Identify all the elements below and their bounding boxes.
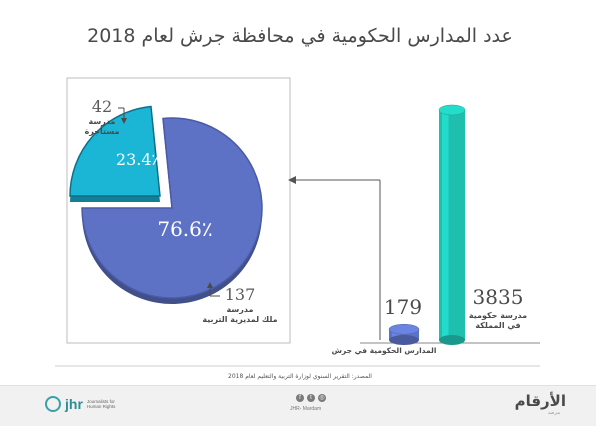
bar-jerash-top <box>388 324 420 335</box>
owned-desc-line1: مدرسة <box>227 305 254 314</box>
pie-pct-owned: 76.6٪ <box>157 217 212 241</box>
pie-pct-rented: 23.4٪ <box>116 150 160 169</box>
rented-count-label: 42 <box>92 97 112 116</box>
bar-jerash-body <box>389 329 419 340</box>
bar-jerash-value: 179 <box>384 295 422 319</box>
rented-desc-line1: مدرسة <box>89 117 116 126</box>
bar-kingdom <box>438 104 466 345</box>
bar-jerash <box>388 324 420 345</box>
jhr-name: jhr <box>65 396 83 412</box>
bar-kingdom-top <box>438 104 466 116</box>
social-handle: JHR- Mardam <box>290 406 322 412</box>
brand-subtitle: مرصد <box>547 410 560 416</box>
bar-kingdom-highlight <box>442 110 449 340</box>
pie-slice-rented <box>69 105 161 197</box>
bar-kingdom-bottom <box>439 335 465 345</box>
facebook-icon[interactable]: f <box>296 394 304 402</box>
brand-logo: الأرقام <box>514 392 566 410</box>
bar-jerash-label: المدارس الحكومية في جرش <box>332 346 437 355</box>
rented-desc-line2: مستأجرة <box>85 126 120 136</box>
bar-kingdom-value: 3835 <box>473 285 524 309</box>
bar-jerash-highlight <box>392 329 400 340</box>
social-icons: f t ◎ <box>296 394 326 402</box>
jhr-logo-icon <box>45 396 61 412</box>
connector-arrowhead <box>288 176 296 184</box>
footer-bar: jhr Journalists for Human Rights f t ◎ J… <box>0 385 596 426</box>
instagram-icon[interactable]: ◎ <box>318 394 326 402</box>
rented-leader-arrow <box>121 118 127 124</box>
jhr-tagline: Journalists for Human Rights <box>86 399 116 409</box>
source-note: المصدر: التقرير السنوي لوزارة التربية وا… <box>228 373 372 380</box>
pie-slice-owned <box>81 117 263 299</box>
bar-kingdom-label-line2: في المملكة <box>475 321 520 330</box>
page-title: عدد المدارس الحكومية في محافظة جرش لعام … <box>87 25 513 47</box>
owned-leader-arrow <box>207 282 213 288</box>
bar-kingdom-label-line1: مدرسة حكومية <box>469 311 527 320</box>
owned-count-label: 137 <box>225 285 256 304</box>
chart-canvas: عدد المدارس الحكومية في محافظة جرش لعام … <box>55 25 540 380</box>
owned-desc-line2: ملك لمديرية التربية <box>202 315 277 324</box>
bar-jerash-bottom <box>389 335 419 345</box>
pie-chart <box>69 105 263 304</box>
jhr-brand: jhr Journalists for Human Rights <box>45 396 123 412</box>
twitter-icon[interactable]: t <box>307 394 315 402</box>
